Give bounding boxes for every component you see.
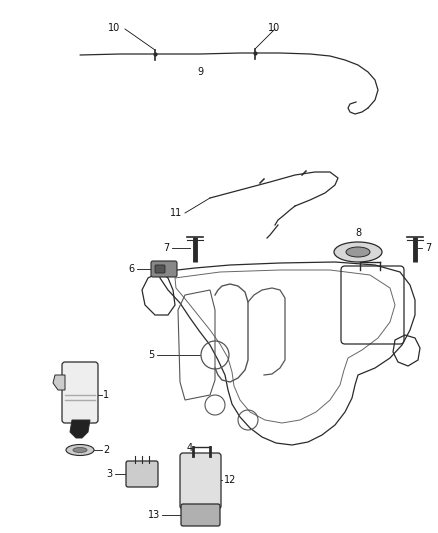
FancyBboxPatch shape [155, 265, 165, 273]
Text: 8: 8 [355, 228, 361, 238]
FancyBboxPatch shape [126, 461, 158, 487]
Text: 7: 7 [425, 243, 431, 253]
FancyBboxPatch shape [180, 453, 221, 509]
FancyBboxPatch shape [62, 362, 98, 423]
Text: 6: 6 [128, 264, 134, 274]
Ellipse shape [66, 445, 94, 456]
Ellipse shape [73, 448, 87, 453]
Text: 9: 9 [197, 67, 203, 77]
Text: 12: 12 [224, 475, 237, 485]
Text: 10: 10 [108, 23, 120, 33]
Text: 2: 2 [103, 445, 109, 455]
Text: 5: 5 [148, 350, 154, 360]
Text: 11: 11 [170, 208, 182, 218]
FancyBboxPatch shape [181, 504, 220, 526]
Text: 10: 10 [268, 23, 280, 33]
Text: 4: 4 [187, 443, 193, 453]
Text: 7: 7 [163, 243, 169, 253]
Ellipse shape [334, 242, 382, 262]
FancyBboxPatch shape [151, 261, 177, 277]
Polygon shape [70, 420, 90, 438]
Polygon shape [53, 375, 65, 390]
Text: 1: 1 [103, 390, 109, 400]
Ellipse shape [346, 247, 370, 257]
Text: 3: 3 [106, 469, 112, 479]
Text: 13: 13 [148, 510, 160, 520]
